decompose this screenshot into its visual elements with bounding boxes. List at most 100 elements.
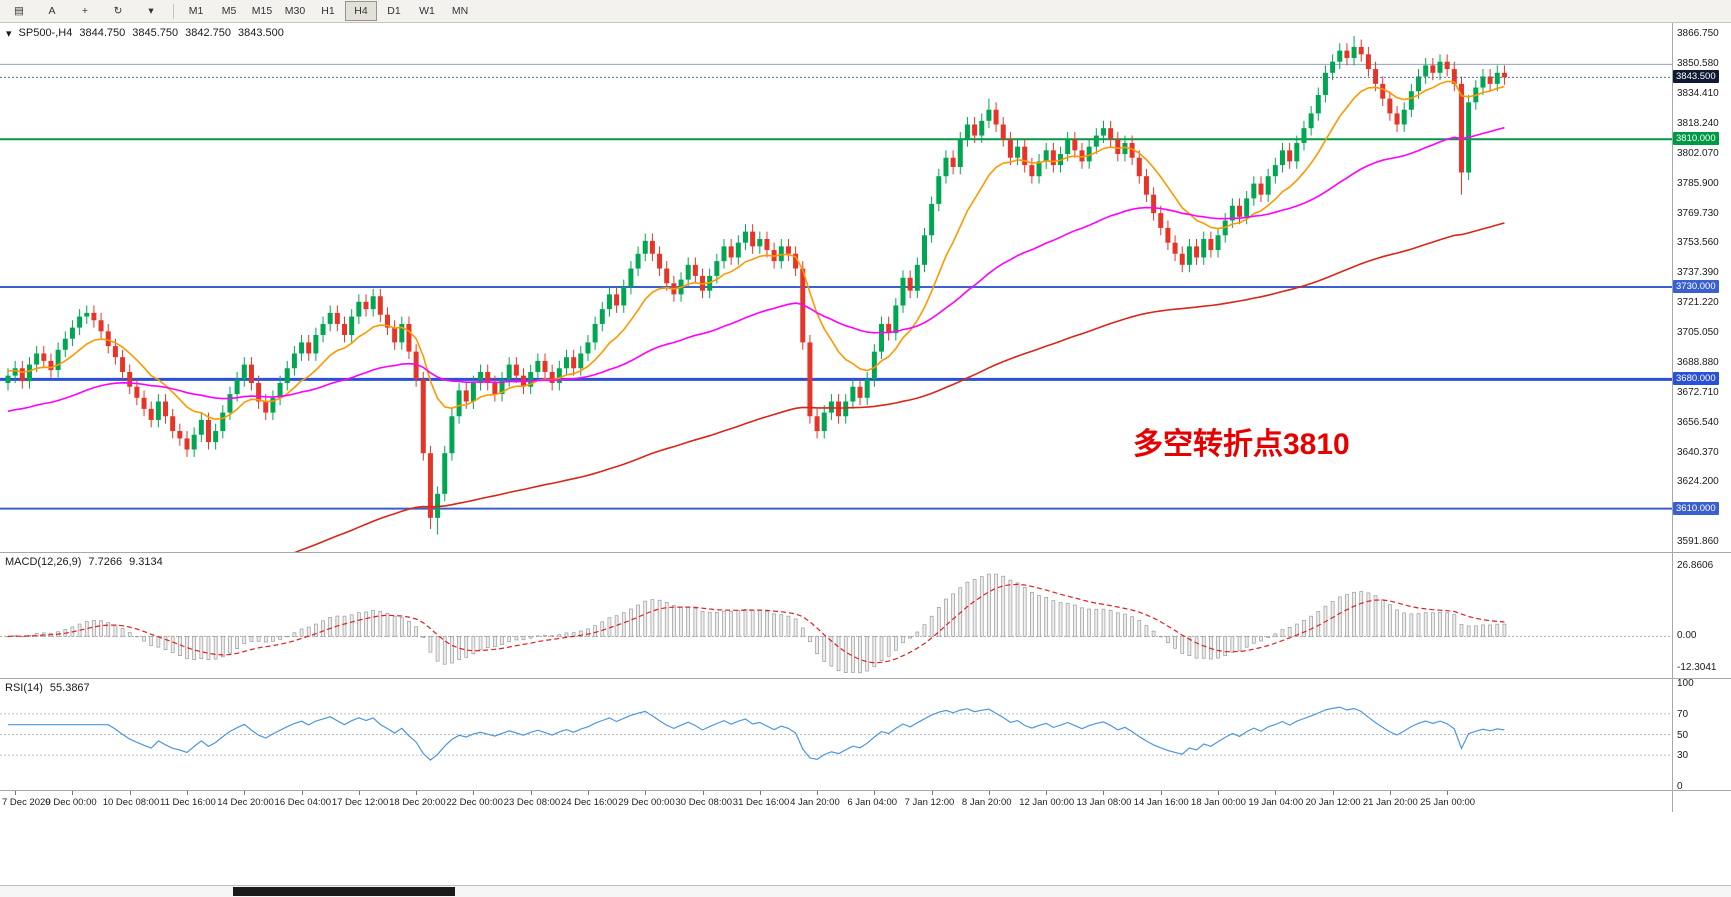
candle-body xyxy=(1337,50,1343,62)
macd-histogram-bar xyxy=(1237,635,1242,651)
time-axis-label: 4 Jan 20:00 xyxy=(790,797,840,808)
ohlc-close: 3843.500 xyxy=(238,27,284,39)
candle-body xyxy=(327,312,333,324)
time-axis-tick xyxy=(301,791,303,795)
macd-histogram-bar xyxy=(156,635,161,648)
timeframe-d1-button[interactable]: D1 xyxy=(387,5,401,17)
timeframe-m5-button[interactable]: M5 xyxy=(221,5,237,17)
candle-body xyxy=(721,246,727,262)
macd-histogram-bar xyxy=(629,608,633,637)
candle-body xyxy=(163,401,169,417)
candle-body xyxy=(1330,61,1336,73)
candle-body xyxy=(1315,94,1321,114)
panel-divider-macd-rsi xyxy=(0,678,1731,679)
chart-window-icon[interactable]: ▤ xyxy=(14,5,24,17)
scrollbar-thumb[interactable] xyxy=(233,887,455,896)
timeframe-h1-button[interactable]: H1 xyxy=(321,5,335,17)
price-axis-label: 3769.730 xyxy=(1677,207,1719,219)
candle-body xyxy=(1143,176,1149,195)
candle-body xyxy=(1158,213,1164,228)
cursor-tool-button[interactable]: A xyxy=(48,5,56,17)
candle-body xyxy=(1129,142,1135,158)
macd-indicator-chart[interactable] xyxy=(0,553,1672,678)
timeframe-h4-button[interactable]: H4 xyxy=(345,1,377,21)
horizontal-scrollbar[interactable] xyxy=(0,885,1731,897)
macd-panel-title: MACD(12,26,9) 7.7266 9.3134 xyxy=(5,556,163,568)
macd-histogram-bar xyxy=(707,612,712,637)
hline-price-tag: 3730.000 xyxy=(1673,280,1719,293)
dropdown-caret-icon[interactable]: ▾ xyxy=(148,5,154,17)
time-axis-tick xyxy=(1103,791,1105,795)
chart-collapse-icon[interactable]: ▾ xyxy=(6,28,12,40)
macd-histogram-bar xyxy=(206,635,211,660)
macd-histogram-bar xyxy=(192,635,197,660)
rsi-axis: 100 70 50 30 0 xyxy=(1672,678,1731,792)
candle-body xyxy=(26,364,32,382)
candle-body xyxy=(728,246,734,258)
macd-histogram-bar xyxy=(1166,635,1170,644)
candle-body xyxy=(1458,83,1464,173)
macd-histogram-bar xyxy=(106,622,111,637)
hline-price-tag: 3810.000 xyxy=(1673,132,1719,146)
time-axis-tick xyxy=(358,791,360,795)
candle-body xyxy=(757,238,763,247)
candle-body xyxy=(742,231,748,243)
cycle-symbols-button[interactable]: ↻ xyxy=(113,5,123,17)
candle-body xyxy=(1401,109,1407,125)
candle-body xyxy=(1437,61,1443,73)
candle-body xyxy=(1186,246,1192,265)
macd-histogram-bar xyxy=(321,620,325,637)
timeframe-w1-button[interactable]: W1 xyxy=(419,5,435,17)
macd-histogram-bar xyxy=(772,613,776,637)
chart-annotation-text[interactable]: 多空转折点3810 xyxy=(1133,428,1350,461)
macd-histogram-bar xyxy=(371,610,376,637)
panel-divider-main-macd xyxy=(0,552,1731,553)
candle-body xyxy=(427,453,433,518)
candle-body xyxy=(442,453,448,494)
timeframe-m1-button[interactable]: M1 xyxy=(188,5,204,17)
hline-price-tag: 3680.000 xyxy=(1673,372,1719,386)
timeframe-mn-button[interactable]: MN xyxy=(451,5,469,17)
macd-histogram-bar xyxy=(543,634,547,637)
macd-histogram-bar xyxy=(1115,612,1120,637)
candle-body xyxy=(141,397,147,409)
candle-body xyxy=(1093,135,1099,147)
macd-histogram-bar xyxy=(235,635,239,650)
candle-body xyxy=(592,323,598,343)
candle-body xyxy=(1501,72,1507,78)
timeframe-m30-button[interactable]: M30 xyxy=(284,5,306,17)
macd-histogram-bar xyxy=(113,624,118,637)
time-axis-label: 25 Jan 00:00 xyxy=(1420,797,1476,808)
candle-body xyxy=(993,109,999,125)
candle-body xyxy=(1072,139,1078,151)
candle-body xyxy=(291,353,297,369)
candle-body xyxy=(499,379,505,395)
candle-body xyxy=(642,240,648,254)
candle-body xyxy=(1244,198,1250,217)
time-axis-tick xyxy=(587,791,589,795)
macd-histogram-bar xyxy=(936,607,941,637)
macd-histogram-bar xyxy=(1001,575,1006,637)
timeframe-m15-button[interactable]: M15 xyxy=(251,5,273,17)
macd-histogram-bar xyxy=(1094,608,1099,637)
macd-histogram-bar xyxy=(858,635,862,674)
macd-histogram-bar xyxy=(1459,624,1464,637)
macd-histogram-bar xyxy=(450,635,454,664)
candle-body xyxy=(299,342,305,354)
macd-histogram-bar xyxy=(220,635,225,658)
crosshair-tool-button[interactable]: + xyxy=(81,5,89,17)
time-axis-label: 30 Dec 08:00 xyxy=(675,797,733,808)
candle-body xyxy=(12,368,18,376)
main-price-chart[interactable] xyxy=(0,22,1672,552)
candle-body xyxy=(234,379,240,395)
ohlc-low: 3842.750 xyxy=(185,27,232,39)
time-axis-label: 31 Dec 16:00 xyxy=(732,797,790,808)
macd-histogram-bar xyxy=(328,617,333,637)
candle-body xyxy=(478,371,484,384)
macd-histogram-bar xyxy=(1058,602,1063,637)
macd-histogram-bar xyxy=(528,635,533,639)
macd-histogram-bar xyxy=(1037,595,1041,637)
macd-histogram-bar xyxy=(1030,592,1034,637)
rsi-indicator-chart[interactable] xyxy=(0,679,1672,790)
candle-body xyxy=(1451,69,1457,84)
